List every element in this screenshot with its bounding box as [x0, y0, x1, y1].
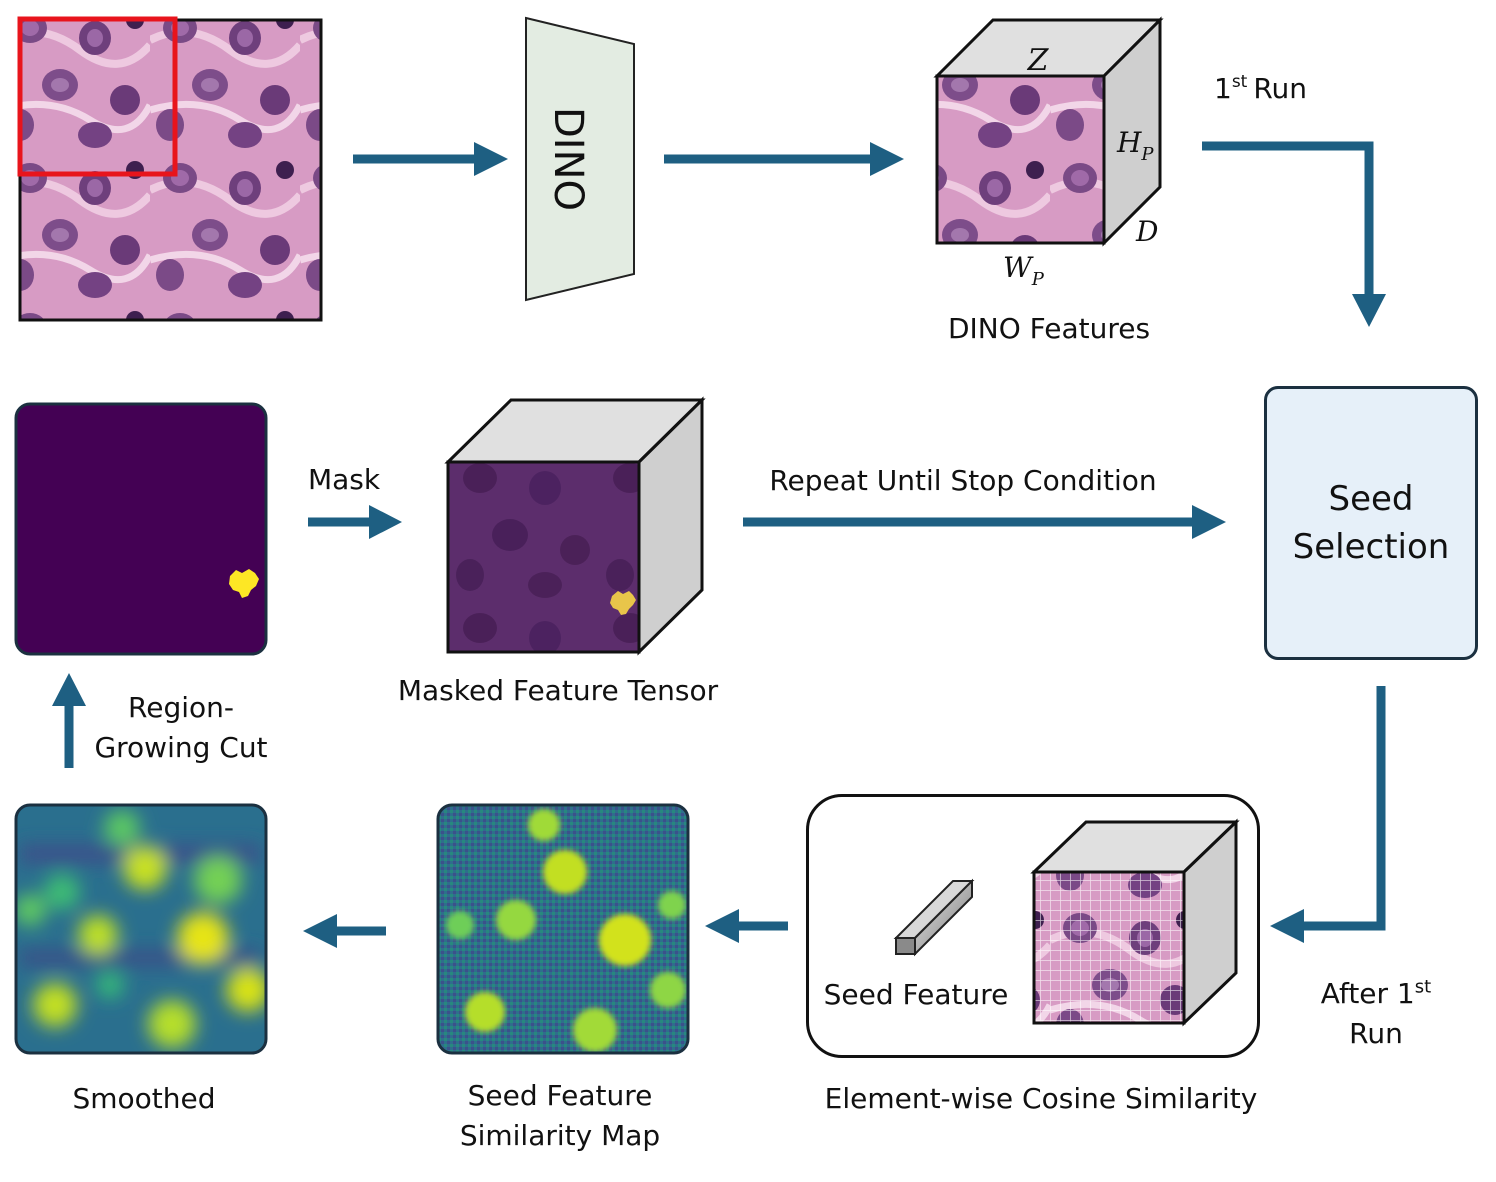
- arrow-repeat: [743, 505, 1226, 539]
- seed-feature-label: Seed Feature: [816, 975, 1016, 1015]
- repeat-label: Repeat Until Stop Condition: [769, 464, 1156, 497]
- arrow-region-growing: [52, 673, 86, 768]
- arrow-first-run: [1202, 146, 1386, 327]
- smoothed-similarity-map: [14, 805, 270, 1053]
- arrow-mask: [308, 505, 402, 539]
- arrow-dino-to-features: [664, 142, 904, 176]
- arrow-after-first-run: [1270, 686, 1381, 943]
- masked-feature-tensor-cube: [448, 400, 702, 652]
- seed-selection-line1: Seed: [1329, 475, 1414, 523]
- after-first-run-text: After 1: [1321, 977, 1415, 1010]
- seed-selection-line2: Selection: [1293, 523, 1450, 571]
- after-first-run-sup: st: [1415, 977, 1431, 998]
- histology-input-image: [20, 19, 321, 320]
- mask-label: Mask: [308, 463, 381, 496]
- after-first-run-label: After 1st Run: [1306, 974, 1446, 1054]
- cosine-similarity-block: [806, 794, 1260, 1058]
- similarity-map-caption-line2: Similarity Map: [460, 1119, 660, 1152]
- dim-w-label: WP: [1003, 251, 1045, 290]
- dino-label: DINO: [545, 107, 591, 211]
- first-run-label: 1st Run: [1214, 72, 1307, 105]
- arrow-smoothing: [303, 914, 386, 948]
- region-mask-image: [16, 404, 266, 654]
- seed-selection-block: Seed Selection: [1264, 386, 1478, 660]
- dim-d-label: D: [1135, 215, 1158, 248]
- dim-z-label: Z: [1027, 43, 1050, 78]
- arrow-input-to-dino: [353, 142, 508, 176]
- seed-feature-similarity-map: [438, 805, 688, 1053]
- dino-features-caption: DINO Features: [948, 312, 1150, 345]
- region-growing-label: Region- Growing Cut: [86, 688, 276, 768]
- masked-tensor-caption: Masked Feature Tensor: [398, 674, 719, 707]
- region-growing-line1: Region-: [86, 688, 276, 728]
- after-first-run-line2: Run: [1306, 1014, 1446, 1054]
- similarity-map-caption-line1: Seed Feature: [468, 1079, 653, 1112]
- arrow-similarity: [705, 909, 788, 943]
- smoothed-caption: Smoothed: [72, 1082, 215, 1115]
- cosine-similarity-caption: Element-wise Cosine Similarity: [806, 1079, 1276, 1119]
- region-growing-line2: Growing Cut: [86, 728, 276, 768]
